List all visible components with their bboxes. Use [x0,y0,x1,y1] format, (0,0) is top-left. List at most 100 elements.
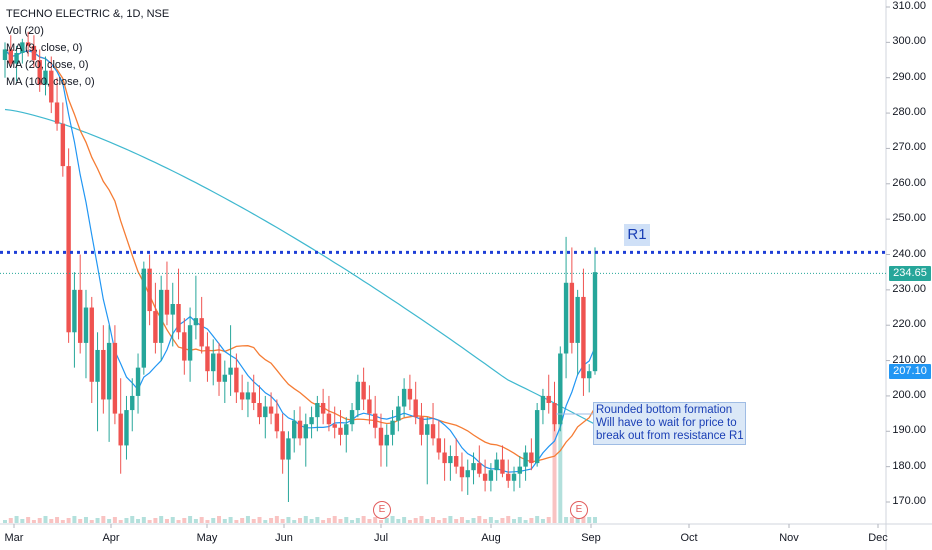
volume-bar [506,516,511,523]
volume-bar [55,517,60,523]
annotation-note[interactable]: Rounded bottom formation Will have to wa… [593,402,746,445]
y-tick-label: 310.00 [892,0,926,12]
candle-body [147,268,152,312]
volume-bar [164,519,169,523]
candle-body [401,388,407,407]
y-tick-label: 220.00 [892,318,926,331]
volume-bar [112,517,117,523]
volume-bar [263,520,268,523]
candle-body [558,353,563,425]
candle-body [569,282,575,343]
volume-bar [14,516,19,523]
y-tick-label: 290.00 [892,70,926,83]
volume-bar [593,517,597,523]
candle-body [37,60,42,85]
candle-body [222,374,228,382]
volume-bar [251,519,256,523]
candle-body [199,318,204,347]
candle-body [292,420,297,439]
volume-bar [118,520,123,523]
volume-bar [436,520,441,523]
volume-bar [245,516,250,523]
candle-body [135,367,141,396]
candle-body [587,371,592,379]
volume-bar [66,518,71,523]
candle-body [517,466,523,474]
candle-body [453,456,459,467]
volume-bar [286,517,291,523]
volume-bar [500,518,505,523]
candle-body [228,367,233,375]
x-tick-label: Oct [680,532,698,544]
volume-bar [355,518,360,523]
candle-body [187,325,193,361]
volume-bar [587,517,592,523]
candle-body [141,268,147,368]
candle-body [355,381,361,411]
candle-body [546,395,551,403]
volume-bar [321,520,326,523]
legend-ma100[interactable]: MA (100, close, 0) [6,76,95,88]
candle-body [390,420,395,435]
legend-vol[interactable]: Vol (20) [6,25,44,37]
candle-body [494,459,499,471]
candle-body [367,399,372,414]
candle-body [112,342,118,414]
candle-body [118,413,123,446]
x-tick-label: Nov [779,532,799,544]
volume-bar [309,519,314,523]
volume-bar [298,518,302,523]
candle-body [419,417,424,435]
candle-body [124,410,129,446]
volume-bar [153,518,158,523]
candle-body [83,307,89,343]
candle-body [286,438,291,460]
x-tick-label: Apr [102,532,120,544]
candle-body [465,470,470,478]
volume-bar [367,519,372,523]
volume-bar [326,518,331,523]
resistance-r1-label[interactable]: R1 [624,224,650,246]
volume-bar [130,516,135,523]
earnings-marker[interactable]: E [373,501,391,519]
volume-bar [419,516,424,523]
volume-bar [471,518,476,523]
candle-body [95,349,100,382]
candle-body [540,395,546,411]
volume-bar [529,518,534,523]
candle-body [268,406,274,414]
y-tick-label: 180.00 [892,459,926,472]
volume-bar [3,520,7,523]
legend-ma20[interactable]: MA (20, close, 0) [6,59,89,71]
y-tick-label: 240.00 [892,247,926,260]
ma100-line [4,108,596,425]
candle-body [488,470,494,481]
volume-bar [49,519,54,523]
x-tick-label: Sep [581,532,601,544]
volume-bar [402,517,407,523]
volume-bar [188,516,193,523]
volume-bar [483,519,488,523]
volume-bar [274,516,279,523]
candle-body [309,417,314,425]
candle-body [482,473,488,481]
candle-body [25,42,31,46]
candle-body [43,70,48,85]
candle-body [320,403,326,414]
volume-bar [350,520,355,523]
candle-body [506,473,511,481]
legend-ma9[interactable]: MA (9, close, 0) [6,42,83,54]
candle-body [54,102,60,124]
candle-body [413,399,418,418]
volume-bar [442,518,447,523]
earnings-marker[interactable]: E [570,501,588,519]
candle-body [297,420,303,439]
candle-body [471,463,476,471]
volume-bar [448,516,453,523]
candle-body [529,452,534,464]
volume-bar [8,518,13,523]
volume-bar [564,517,569,523]
volume-bar [390,516,395,523]
volume-bar [101,516,106,523]
